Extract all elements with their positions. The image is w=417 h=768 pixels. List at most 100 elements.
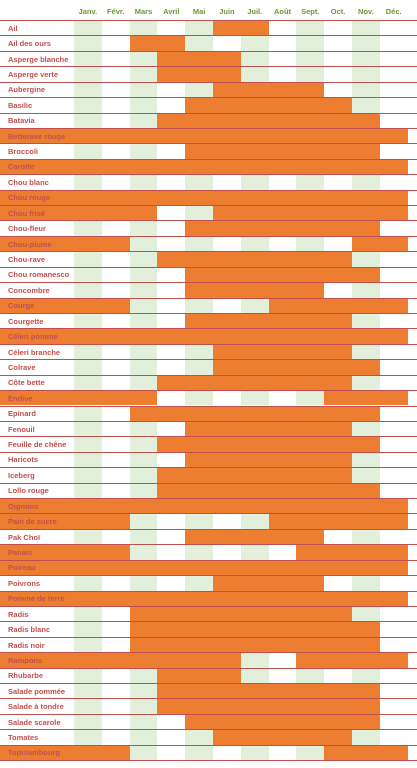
vegetable-row: Salade scarole <box>0 714 417 730</box>
season-cell-available <box>352 360 381 375</box>
season-cell-available <box>74 653 103 668</box>
vegetable-row: Chou-plume <box>0 236 417 252</box>
season-cell <box>296 391 325 406</box>
grid-line <box>0 467 417 469</box>
vegetable-row: Basilic <box>0 98 417 113</box>
season-cell-available <box>352 206 381 221</box>
vegetable-row: Poivrons <box>0 576 417 591</box>
season-cell-available <box>352 144 381 159</box>
season-cell <box>74 82 103 98</box>
season-cell-available <box>268 437 297 452</box>
season-cell <box>157 714 186 730</box>
season-cell <box>74 267 103 283</box>
season-cell <box>157 529 186 545</box>
season-cell-available <box>379 128 409 144</box>
vegetable-row: Tomates <box>0 730 417 745</box>
season-cell-available <box>240 82 270 98</box>
season-cell-available <box>185 637 214 653</box>
month-header: Août <box>273 7 292 16</box>
label-cell <box>0 298 74 313</box>
vegetable-name: Rhubarbe <box>8 671 44 681</box>
vegetable-name: Panais <box>8 547 33 557</box>
season-cell <box>157 344 186 360</box>
season-cell <box>268 175 297 190</box>
season-cell <box>268 36 297 51</box>
season-cell <box>74 252 103 267</box>
season-cell-available <box>213 529 242 545</box>
vegetable-row: Rhubarbe <box>0 668 417 684</box>
season-cell-available <box>101 591 131 606</box>
season-cell-available <box>268 298 297 313</box>
season-cell-available <box>101 329 131 344</box>
season-cell-available <box>213 437 242 452</box>
season-cell <box>352 468 381 483</box>
grid-line <box>0 328 417 330</box>
label-cell <box>0 529 74 545</box>
vegetable-name: Topinambourg <box>8 748 60 758</box>
grid-line <box>0 590 417 592</box>
label-cell <box>0 51 74 67</box>
season-cell-available <box>296 360 325 375</box>
season-cell-available <box>213 283 242 298</box>
season-cell-available <box>74 745 103 761</box>
label-cell <box>0 545 74 560</box>
season-cell <box>74 606 103 622</box>
season-cell <box>352 252 381 267</box>
season-cell <box>379 375 409 391</box>
season-cell <box>74 684 103 699</box>
label-cell <box>0 67 74 82</box>
season-cell-available <box>129 560 158 576</box>
season-cell-available <box>213 468 242 483</box>
season-cell-available <box>240 98 270 113</box>
season-cell-available <box>213 159 242 175</box>
season-cell <box>129 668 158 684</box>
season-cell <box>129 21 158 36</box>
season-cell <box>129 267 158 283</box>
season-cell-available <box>185 98 214 113</box>
season-cell-available <box>213 313 242 329</box>
label-cell <box>0 36 74 51</box>
vegetable-name: Tomates <box>8 733 39 743</box>
season-cell <box>379 421 409 437</box>
season-cell <box>379 437 409 452</box>
season-cell-available <box>296 406 325 421</box>
season-cell-available <box>296 468 325 483</box>
season-cell-available <box>379 190 409 206</box>
season-cell <box>101 406 131 421</box>
vegetable-row: Betterave rouge <box>0 128 417 144</box>
season-cell <box>101 98 131 113</box>
season-cell <box>379 529 409 545</box>
grid-line <box>0 513 417 515</box>
season-cell-available <box>324 437 353 452</box>
vegetable-name: Radis blanc <box>8 625 51 635</box>
season-cell <box>74 483 103 498</box>
season-cell <box>185 36 214 51</box>
season-cell <box>74 221 103 236</box>
season-cell <box>379 144 409 159</box>
season-cell <box>379 730 409 745</box>
season-cell <box>101 36 131 51</box>
season-cell <box>74 283 103 298</box>
season-cell <box>157 745 186 761</box>
season-cell-available <box>240 21 270 36</box>
label-cell <box>0 98 74 113</box>
season-cell <box>101 622 131 637</box>
grid-line <box>0 97 417 99</box>
season-cell-available <box>324 606 353 622</box>
season-cell-available <box>352 113 381 128</box>
season-cell <box>296 745 325 761</box>
season-cell <box>129 529 158 545</box>
season-cell <box>157 206 186 221</box>
season-cell <box>157 175 186 190</box>
season-cell-available <box>268 529 297 545</box>
season-cell <box>101 637 131 653</box>
season-cell-available <box>101 206 131 221</box>
season-cell-available <box>296 252 325 267</box>
season-cell-available <box>296 375 325 391</box>
season-cell-available <box>296 452 325 468</box>
season-cell-available <box>157 329 186 344</box>
season-cell-available <box>352 499 381 514</box>
season-cell <box>129 298 158 313</box>
vegetable-row: Aubergine <box>0 82 417 98</box>
season-cell <box>296 175 325 190</box>
